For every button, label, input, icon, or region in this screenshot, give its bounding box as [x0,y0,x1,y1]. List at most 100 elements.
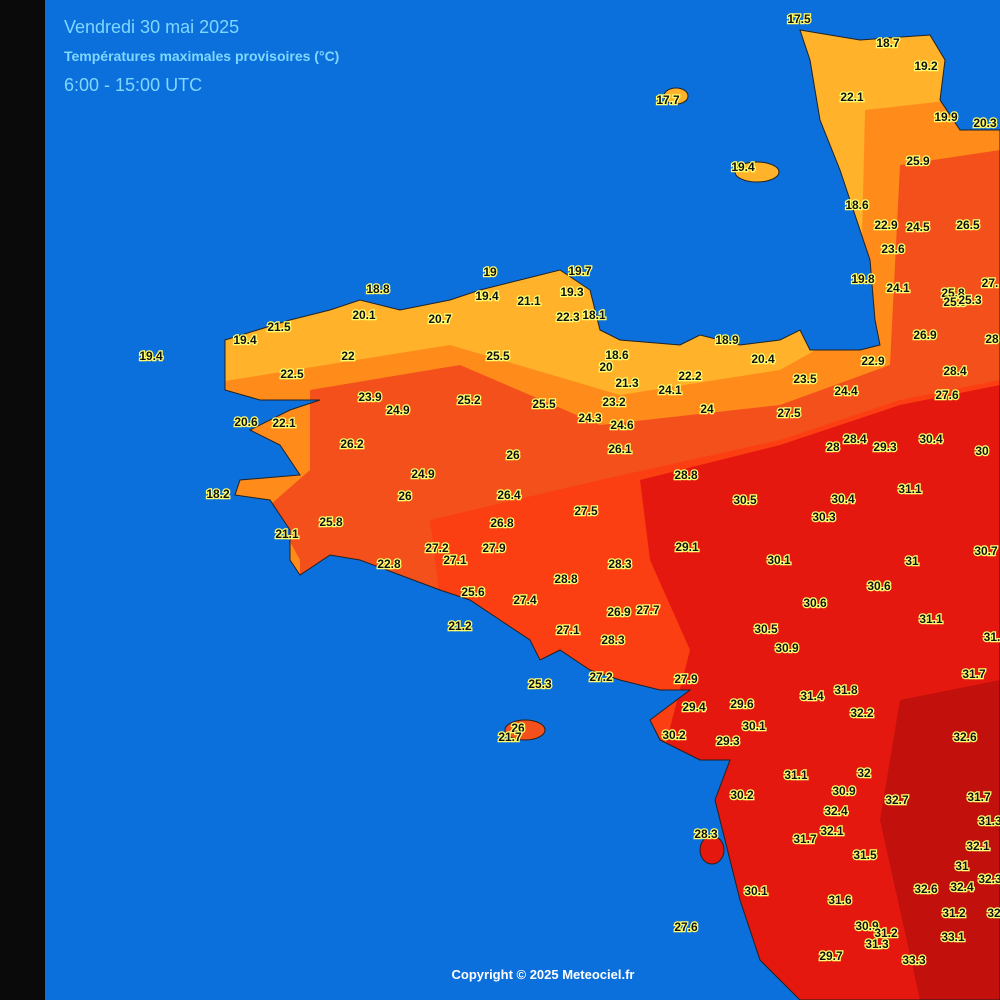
station-temperature: 22.8 [377,557,401,571]
station-temperature: 20.3 [973,116,997,130]
station-temperature: 19.4 [731,160,755,174]
station-temperature: 31.5 [853,848,877,862]
station-temperature: 32.1 [820,824,844,838]
station-temperature: 28 [985,332,999,346]
station-temperature: 31.1 [898,482,922,496]
station-temperature: 24.5 [906,220,930,234]
station-temperature: 24.9 [386,403,410,417]
station-temperature: 31.3 [865,937,889,951]
station-temperature: 31 [955,859,969,873]
island [663,87,689,105]
station-temperature: 27.6 [935,388,959,402]
station-temperature: 22 [341,349,355,363]
station-temperature: 28.3 [601,633,625,647]
station-temperature: 26 [398,489,412,503]
station-temperature: 27.5 [777,406,801,420]
station-temperature: 24.4 [834,384,858,398]
station-temperature: 22.3 [556,310,580,324]
station-temperature: 25.9 [906,154,930,168]
station-temperature: 31.1 [784,768,808,782]
station-temperature: 21.7 [498,730,522,744]
station-temperature: 30.6 [867,579,891,593]
station-temperature: 30.9 [855,919,879,933]
station-temperature: 32 [987,906,1000,920]
stations: 17.5 18.7 19.2 17.7 22.1 19.9 20.3 25.9 19.4 18.6… [138,11,1000,969]
station-temperature: 19.3 [560,285,584,299]
station-temperature: 17.7 [656,93,680,107]
station-temperature: 19.7 [568,264,592,278]
station-temperature: 28.8 [554,572,578,586]
station-temperature: 27.5 [574,504,598,518]
station-temperature: 30.9 [832,784,856,798]
copyright: Copyright © 2025 Meteociel.fr [452,967,635,982]
station-temperature: 30.4 [831,492,855,506]
station-temperature: 30 [975,444,989,458]
station-temperature: 25.2 [457,393,481,407]
station-temperature: 32.6 [914,882,938,896]
station-temperature: 28.8 [674,468,698,482]
station-temperature: 30.9 [775,641,799,655]
station-temperature: 21.1 [517,294,541,308]
station-temperature: 28.4 [943,364,967,378]
station-temperature: 23.2 [602,395,626,409]
station-temperature: 22.1 [272,416,296,430]
station-temperature: 31.7 [967,790,991,804]
station-temperature: 27.4 [513,593,537,607]
station-temperature: 32.1 [966,839,990,853]
station-temperature: 18.1 [582,308,606,322]
station-temperature: 19.4 [139,349,163,363]
station-temperature: 25.3 [958,293,982,307]
station-temperature: 24.1 [658,383,682,397]
station-temperature: 30.6 [803,596,827,610]
station-temperature: 27.9 [674,672,698,686]
station-temperature: 25.6 [461,585,485,599]
station-temperature: 27. [982,276,999,290]
station-temperature: 20.6 [234,415,258,429]
station-temperature: 17.5 [787,12,811,26]
station-temperature: 26.9 [913,328,937,342]
station-temperature: 18.6 [605,348,629,362]
station-temperature: 30.2 [662,728,686,742]
station-temperature: 18.6 [845,198,869,212]
station-temperature: 21.3 [615,376,639,390]
station-temperature: 29.3 [716,734,740,748]
station-temperature: 24 [700,402,714,416]
station-temperature: 30.5 [754,622,778,636]
station-temperature: 29.6 [730,697,754,711]
station-temperature: 30.1 [742,719,766,733]
station-temperature: 32.3 [978,872,1000,886]
station-temperature: 29.1 [675,540,699,554]
station-temperature: 29.7 [819,949,843,963]
island [504,719,546,741]
station-temperature: 32.6 [953,730,977,744]
station-temperature: 30.1 [744,884,768,898]
station-temperature: 30.5 [733,493,757,507]
station-temperature: 31 [905,554,919,568]
station-temperature: 19.8 [851,272,875,286]
station-temperature: 23.5 [793,372,817,386]
station-temperature: 19.2 [914,59,938,73]
station-temperature: 32.4 [950,880,974,894]
station-temperature: 31. [984,630,1000,644]
station-temperature: 28.3 [694,827,718,841]
station-temperature: 33.1 [941,930,965,944]
station-temperature: 25.9 [943,295,967,309]
station-temperature: 18.8 [366,282,390,296]
station-temperature: 21.1 [275,527,299,541]
station-temperature: 31.7 [962,667,986,681]
station-temperature: 25.8 [319,515,343,529]
station-temperature: 22.5 [280,367,304,381]
station-temperature: 31.7 [793,832,817,846]
station-temperature: 20.7 [428,312,452,326]
zone-dark-red [880,680,1000,1000]
station-temperature: 26.4 [497,488,521,502]
station-temperature: 27.1 [556,623,580,637]
station-temperature: 24.9 [411,467,435,481]
station-temperature: 21.2 [448,619,472,633]
station-temperature: 31.4 [800,689,824,703]
station-temperature: 22.2 [678,369,702,383]
period: 6:00 - 15:00 UTC [64,75,202,95]
title: Vendredi 30 mai 2025 [64,17,239,37]
station-temperature: 25.5 [486,349,510,363]
